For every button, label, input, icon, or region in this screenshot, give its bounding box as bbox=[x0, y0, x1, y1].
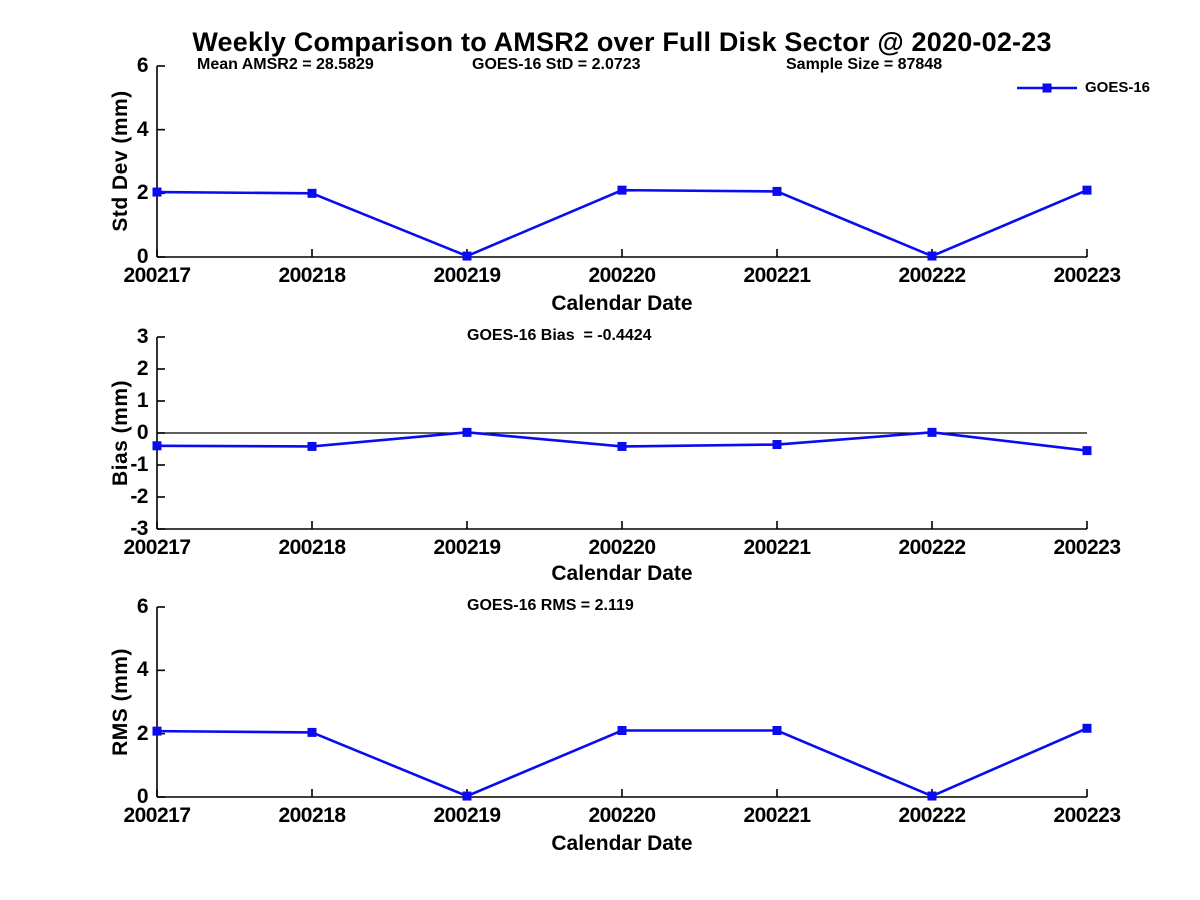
data-point-marker bbox=[927, 791, 937, 801]
data-point-marker bbox=[307, 441, 317, 451]
legend-label: GOES-16 bbox=[1085, 79, 1151, 96]
annotation-goes16-bias: GOES-16 Bias = -0.4424 bbox=[467, 327, 652, 344]
annotation-mean-amsr2: Mean AMSR2 = 28.5829 bbox=[197, 56, 374, 73]
y-tick-label: 0 bbox=[136, 245, 149, 268]
figure-title: Weekly Comparison to AMSR2 over Full Dis… bbox=[192, 27, 1052, 57]
x-tick-label: 200220 bbox=[588, 804, 656, 827]
bias-plot bbox=[152, 336, 1092, 530]
data-point-marker bbox=[617, 441, 627, 451]
y-tick-label: 0 bbox=[136, 785, 149, 808]
data-point-marker bbox=[617, 185, 627, 195]
x-tick-label: 200218 bbox=[278, 804, 346, 827]
annotation-sample-size: Sample Size = 87848 bbox=[786, 56, 943, 73]
data-point-marker bbox=[617, 726, 627, 735]
x-tick-label: 200221 bbox=[743, 264, 811, 287]
x-tick-label: 200220 bbox=[588, 536, 656, 559]
data-line-goes-16 bbox=[156, 727, 1088, 798]
xlabel-calendar-date-middle: Calendar Date bbox=[551, 562, 693, 585]
x-tick-label: 200219 bbox=[433, 264, 501, 287]
y-tick-label: 6 bbox=[136, 54, 149, 77]
x-tick-label: 200222 bbox=[898, 264, 966, 287]
x-tick-label: 200220 bbox=[588, 264, 656, 287]
data-point-marker bbox=[1082, 185, 1092, 195]
ylabel-std-dev: Std Dev (mm) bbox=[109, 90, 132, 232]
x-tick-label: 200219 bbox=[433, 536, 501, 559]
data-point-marker bbox=[462, 427, 472, 437]
data-point-marker bbox=[927, 427, 937, 437]
y-tick-label: -3 bbox=[130, 517, 148, 540]
y-tick-label: 3 bbox=[136, 325, 149, 348]
data-point-marker bbox=[152, 187, 162, 197]
x-tick-label: 200223 bbox=[1053, 804, 1121, 827]
x-tick-label: 200221 bbox=[743, 536, 811, 559]
data-point-marker bbox=[152, 726, 162, 736]
x-tick-label: 200222 bbox=[898, 536, 966, 559]
xlabel-calendar-date-bottom: Calendar Date bbox=[551, 832, 693, 855]
legend-line-marker-icon bbox=[1017, 83, 1077, 92]
x-tick-label: 200219 bbox=[433, 804, 501, 827]
data-point-marker bbox=[772, 440, 782, 450]
y-tick-label: 4 bbox=[136, 658, 149, 682]
data-point-marker bbox=[307, 188, 317, 198]
data-point-marker bbox=[462, 251, 472, 261]
annotation-goes16-rms: GOES-16 RMS = 2.119 bbox=[467, 597, 634, 614]
y-tick-label: 4 bbox=[136, 117, 149, 141]
x-tick-label: 200221 bbox=[743, 804, 811, 827]
data-point-marker bbox=[1082, 723, 1092, 733]
x-tick-label: 200218 bbox=[278, 536, 346, 559]
y-tick-label: 0 bbox=[136, 421, 149, 444]
data-point-marker bbox=[152, 441, 162, 451]
annotation-goes16-std: GOES-16 StD = 2.0723 bbox=[472, 56, 641, 73]
data-point-marker bbox=[307, 727, 317, 737]
x-tick-label: 200223 bbox=[1053, 264, 1121, 287]
y-tick-label: -1 bbox=[130, 453, 148, 476]
data-point-marker bbox=[1082, 446, 1092, 456]
x-tick-label: 200223 bbox=[1053, 536, 1121, 559]
data-point-marker bbox=[927, 251, 937, 261]
y-tick-label: 2 bbox=[136, 181, 149, 205]
rms-plot bbox=[152, 606, 1092, 801]
y-tick-label: 6 bbox=[136, 595, 149, 618]
xlabel-calendar-date-top: Calendar Date bbox=[551, 292, 693, 315]
y-tick-label: -2 bbox=[130, 485, 148, 508]
std-dev-plot bbox=[152, 65, 1092, 261]
data-point-marker bbox=[772, 726, 782, 735]
legend-marker bbox=[1042, 83, 1052, 92]
x-tick-label: 200217 bbox=[123, 536, 191, 559]
x-tick-label: 200218 bbox=[278, 264, 346, 287]
y-tick-label: 1 bbox=[136, 389, 149, 412]
data-line-goes-16 bbox=[156, 188, 1088, 258]
x-tick-label: 200217 bbox=[123, 804, 191, 827]
data-point-marker bbox=[462, 791, 472, 801]
x-tick-label: 200222 bbox=[898, 804, 966, 827]
data-point-marker bbox=[772, 186, 782, 196]
y-tick-label: 2 bbox=[136, 721, 149, 745]
x-tick-label: 200217 bbox=[123, 264, 191, 287]
legend: GOES-16 bbox=[1017, 79, 1150, 96]
y-tick-label: 2 bbox=[136, 357, 149, 380]
